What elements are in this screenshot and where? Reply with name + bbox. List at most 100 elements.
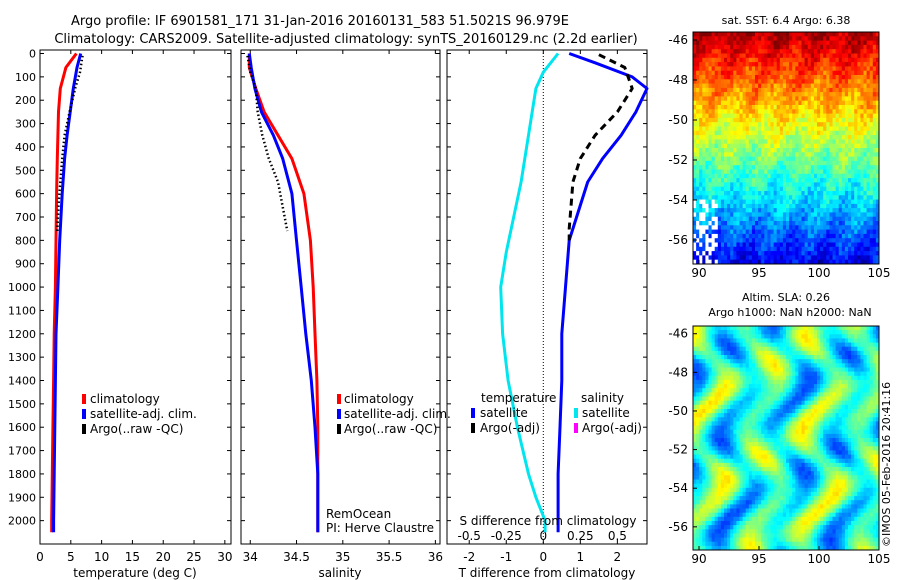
map-cell <box>779 36 784 42</box>
map-cell <box>773 165 778 170</box>
map-cell <box>736 122 740 127</box>
map-cell <box>727 57 731 63</box>
map-cell <box>739 342 744 348</box>
map-cell <box>751 359 756 364</box>
map-cell <box>764 350 768 356</box>
map-cell <box>823 152 827 158</box>
map-cell <box>875 79 880 85</box>
map-cell <box>826 371 830 377</box>
map-cell <box>742 367 747 373</box>
map-cell <box>872 113 877 119</box>
map-cell <box>813 160 818 166</box>
map-cell <box>838 404 843 410</box>
map-cell <box>869 379 874 385</box>
map-cell <box>764 79 768 85</box>
map-cell <box>773 126 778 132</box>
map-cell <box>720 32 725 37</box>
map-cell <box>848 109 852 115</box>
map-cell <box>720 409 725 414</box>
map-cell <box>739 135 744 140</box>
map-cell <box>820 191 824 196</box>
map-cell <box>745 130 750 136</box>
map-cell <box>841 83 846 89</box>
map-cell <box>705 326 709 331</box>
map-cell <box>866 350 871 356</box>
map-cell <box>801 156 806 162</box>
map-cell <box>795 117 799 123</box>
map-cell <box>782 62 787 67</box>
map-cell <box>835 392 840 397</box>
legend-header-temperature: temperature <box>481 391 556 405</box>
map-cell <box>782 216 787 222</box>
map-cell <box>711 40 716 46</box>
map-cell <box>696 334 700 339</box>
legend-swatch-satellite <box>337 409 341 419</box>
map-cell <box>736 113 740 119</box>
map-cell <box>829 400 833 406</box>
map-cell <box>841 57 846 63</box>
map-cell <box>779 334 784 339</box>
map-cell <box>782 191 787 196</box>
map-cell <box>789 169 793 175</box>
map-cell <box>854 355 858 360</box>
map-cell <box>773 212 778 218</box>
map-cell <box>860 100 864 106</box>
map-cell <box>798 396 802 402</box>
map-cell <box>835 326 840 331</box>
map-cell <box>773 49 778 54</box>
map-cell <box>863 216 868 222</box>
map-cell <box>872 57 877 63</box>
map-cell <box>826 87 830 93</box>
map-cell <box>770 87 775 93</box>
map-cell <box>823 392 827 397</box>
map-cell <box>817 32 821 37</box>
map-cell <box>826 375 830 381</box>
map-cell <box>826 229 830 235</box>
map-cell <box>854 62 858 67</box>
map-cell <box>795 32 799 37</box>
map-cell <box>807 92 812 97</box>
map-cell <box>733 96 737 102</box>
map-cell <box>848 169 852 175</box>
map-cell <box>751 342 756 348</box>
map-cell <box>764 148 768 153</box>
map-cell <box>727 79 731 85</box>
map-cell <box>848 79 852 85</box>
map-cell <box>776 216 781 222</box>
map-cell <box>810 32 815 37</box>
map-cell <box>841 212 846 218</box>
map-cell <box>739 330 744 335</box>
map-cell <box>813 199 818 205</box>
map-cell <box>869 233 874 239</box>
map-cell <box>841 409 846 414</box>
map-cell <box>823 404 827 410</box>
map-cell <box>832 367 837 373</box>
map-cell <box>832 182 837 188</box>
map-cell <box>804 346 809 352</box>
map-cell <box>801 126 806 132</box>
map-cell <box>702 139 706 145</box>
map-cell <box>851 169 855 175</box>
map-cell <box>832 212 837 218</box>
map-cell <box>857 122 861 127</box>
map-cell <box>841 66 846 72</box>
map-cell <box>813 221 818 226</box>
map-cell <box>699 384 703 389</box>
map-cell <box>841 135 846 140</box>
map-cell <box>720 384 725 389</box>
map-cell <box>739 139 744 145</box>
map-cell <box>755 371 759 377</box>
map-cell <box>863 40 868 46</box>
map-cell <box>739 160 744 166</box>
map-cell <box>758 338 762 343</box>
map-cell <box>717 117 722 123</box>
map-cell <box>860 346 864 352</box>
map-cell <box>724 203 728 209</box>
map-cell <box>854 36 858 42</box>
map-cell <box>860 199 864 205</box>
map-cell <box>730 143 734 149</box>
map-cell <box>782 186 787 192</box>
map-cell <box>835 53 840 59</box>
depth-tick-label: 1000 <box>8 281 36 294</box>
map-cell <box>854 384 858 389</box>
